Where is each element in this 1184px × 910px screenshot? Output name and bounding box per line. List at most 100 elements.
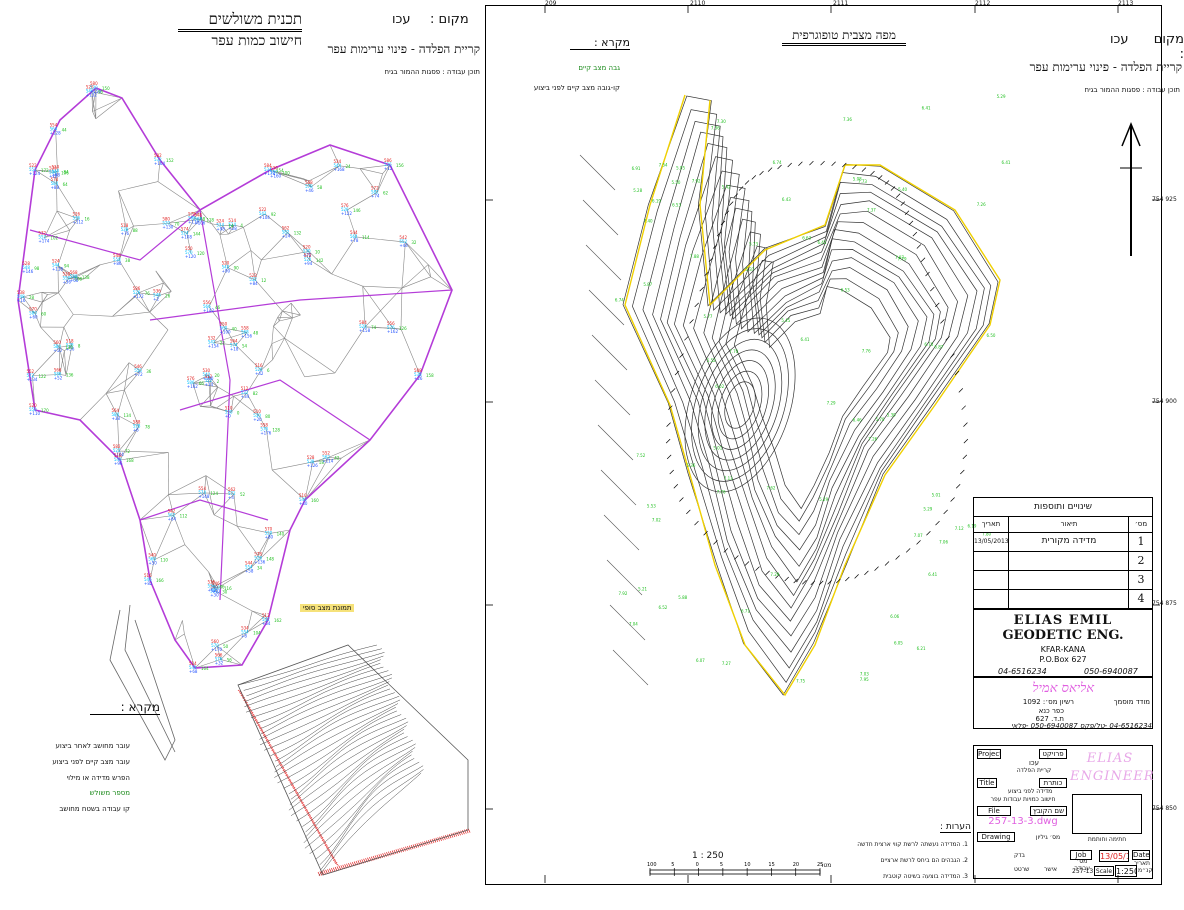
svg-text:536: 536: [153, 289, 161, 294]
slope-line: [597, 424, 634, 461]
svg-text:552: 552: [29, 167, 37, 172]
svg-text:562: 562: [228, 487, 236, 492]
mesh-edge: [236, 525, 261, 559]
mesh-edge: [217, 567, 252, 589]
mesh-edge: [44, 229, 70, 238]
mesh-edge: [154, 515, 174, 560]
svg-text:44: 44: [62, 127, 68, 132]
elevation-label: 6.05: [894, 641, 903, 646]
mesh-edge: [57, 265, 77, 278]
svg-text:566: 566: [212, 585, 220, 590]
svg-text:68: 68: [200, 216, 206, 221]
svg-text:534: 534: [51, 168, 59, 173]
mesh-edge: [139, 519, 155, 560]
svg-text:+72: +72: [134, 372, 143, 377]
svg-text:546: 546: [134, 364, 142, 369]
model-side-hatch: [395, 849, 399, 854]
mesh-edge: [208, 374, 219, 388]
svg-text:12: 12: [261, 278, 267, 283]
mesh-edge: [282, 310, 301, 316]
svg-text:568: 568: [305, 180, 313, 185]
scale-tick-label: 25: [817, 862, 823, 868]
model-side-hatch: [306, 812, 311, 816]
title-heb: כותרת: [1039, 778, 1067, 788]
svg-text:72: 72: [125, 449, 131, 454]
svg-text:568: 568: [70, 270, 78, 275]
svg-text:556: 556: [387, 321, 395, 326]
mesh-edge: [208, 571, 217, 592]
topographic-map: 7.06 7.36 6.41 5.45 5.73 5.50 6.02 5.53 5.28 6.53…: [485, 5, 1160, 883]
grid-label-top-1: 2110: [690, 0, 706, 7]
svg-text:570: 570: [265, 526, 273, 531]
slope-hatch: [884, 561, 890, 566]
svg-text:538: 538: [121, 227, 129, 232]
svg-text:548: 548: [22, 265, 30, 270]
volume-boundary-line: [179, 379, 371, 441]
elevation-label: 7.95: [860, 677, 869, 682]
mesh-edge: [168, 492, 205, 495]
elevation-label: 7.29: [770, 572, 779, 577]
model-side-hatch: [275, 757, 281, 761]
mesh-edge: [255, 279, 283, 312]
elevation-label: 7.27: [722, 661, 731, 666]
mesh-edge: [69, 218, 79, 231]
slope-hatch: [958, 388, 964, 393]
left-legend-item-1: עובר מצב קיים לפני ביצוע: [52, 758, 130, 766]
svg-text:+52: +52: [54, 375, 63, 380]
model-side-hatch: [318, 834, 324, 839]
svg-text:20: 20: [214, 373, 220, 378]
svg-text:548: 548: [194, 212, 202, 217]
mesh-edge: [273, 320, 280, 327]
elevation-label: 6.63: [802, 235, 811, 240]
svg-text:156: 156: [396, 163, 404, 168]
svg-text:+134: +134: [26, 377, 37, 382]
mesh-edge: [57, 265, 73, 278]
svg-text:550: 550: [29, 407, 37, 412]
svg-text:+178: +178: [264, 171, 275, 176]
svg-text:538: 538: [307, 459, 315, 464]
job-label: Job No: [1070, 850, 1092, 860]
mesh-edge: [194, 645, 218, 669]
elevation-label: 7.73: [858, 179, 867, 184]
contour-line: [693, 197, 935, 583]
job-heb: מס׳ עבודה: [1073, 858, 1091, 872]
model-contour: [289, 725, 407, 805]
mesh-edge: [63, 327, 73, 346]
mesh-edge: [246, 619, 269, 633]
mesh-edge: [149, 291, 172, 313]
revision-date: 13/05/2013: [974, 538, 1009, 545]
svg-text:154: 154: [276, 168, 284, 173]
svg-text:74: 74: [371, 325, 377, 330]
slope-hatch: [674, 370, 680, 376]
model-contour: [303, 750, 413, 844]
contour-line: [642, 120, 985, 669]
mesh-edge: [427, 264, 432, 277]
mesh-edge: [210, 405, 217, 409]
svg-text:+84: +84: [249, 281, 258, 286]
revision-row: 4: [974, 589, 1152, 609]
mesh-edge: [284, 337, 305, 377]
elevation-label: 6.02: [715, 384, 724, 389]
elevation-label: 5.37: [745, 267, 754, 272]
slope-hatch: [765, 570, 770, 576]
note-2: 3. המדידה בוצעה בשיטה קוטבית: [883, 873, 968, 880]
mesh-edge: [210, 386, 219, 407]
slope-hatch: [895, 555, 900, 560]
mesh-edge: [213, 342, 236, 346]
mesh-edge: [213, 586, 219, 589]
slope-hatch: [669, 469, 674, 475]
svg-text:534: 534: [264, 167, 272, 172]
mesh-edge: [216, 645, 243, 666]
slope-hatch: [870, 170, 875, 176]
svg-text:544: 544: [189, 665, 197, 670]
mesh-edge: [128, 362, 141, 372]
elevation-label: 6.21: [917, 646, 926, 651]
svg-text:542: 542: [399, 235, 407, 240]
model-contour: [319, 765, 424, 865]
svg-text:522: 522: [249, 273, 257, 278]
title-block: Project פרויקט עכו קריית הפלדה Title כות…: [973, 745, 1154, 879]
mesh-edge: [331, 273, 363, 287]
